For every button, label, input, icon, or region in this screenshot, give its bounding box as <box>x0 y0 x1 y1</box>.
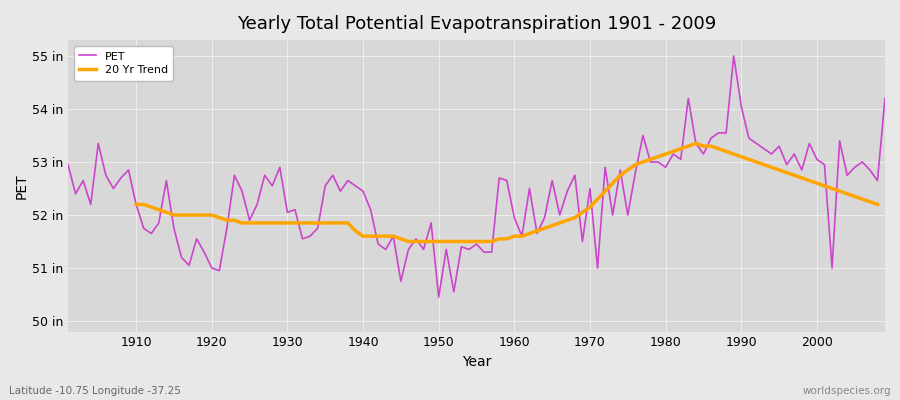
PET <box>123 168 134 172</box>
Y-axis label: PET: PET <box>15 173 29 199</box>
PET <box>728 54 739 58</box>
Legend: PET, 20 Yr Trend: PET, 20 Yr Trend <box>74 46 174 81</box>
20 Yr Trend <box>130 202 141 207</box>
20 Yr Trend <box>357 234 368 238</box>
X-axis label: Year: Year <box>462 355 491 369</box>
PET <box>608 212 618 217</box>
PET <box>433 295 444 300</box>
Line: PET: PET <box>68 56 885 297</box>
20 Yr Trend <box>872 202 883 207</box>
PET <box>290 207 301 212</box>
Text: worldspecies.org: worldspecies.org <box>803 386 891 396</box>
PET <box>879 96 890 101</box>
Text: Latitude -10.75 Longitude -37.25: Latitude -10.75 Longitude -37.25 <box>9 386 181 396</box>
PET <box>517 234 527 238</box>
PET <box>63 162 74 167</box>
20 Yr Trend <box>508 234 519 238</box>
Title: Yearly Total Potential Evapotranspiration 1901 - 2009: Yearly Total Potential Evapotranspiratio… <box>237 15 716 33</box>
20 Yr Trend <box>728 152 739 156</box>
PET <box>508 215 519 220</box>
20 Yr Trend <box>328 220 338 225</box>
Line: 20 Yr Trend: 20 Yr Trend <box>136 144 877 242</box>
20 Yr Trend <box>690 141 701 146</box>
20 Yr Trend <box>532 228 543 233</box>
20 Yr Trend <box>305 220 316 225</box>
PET <box>335 189 346 194</box>
20 Yr Trend <box>403 239 414 244</box>
